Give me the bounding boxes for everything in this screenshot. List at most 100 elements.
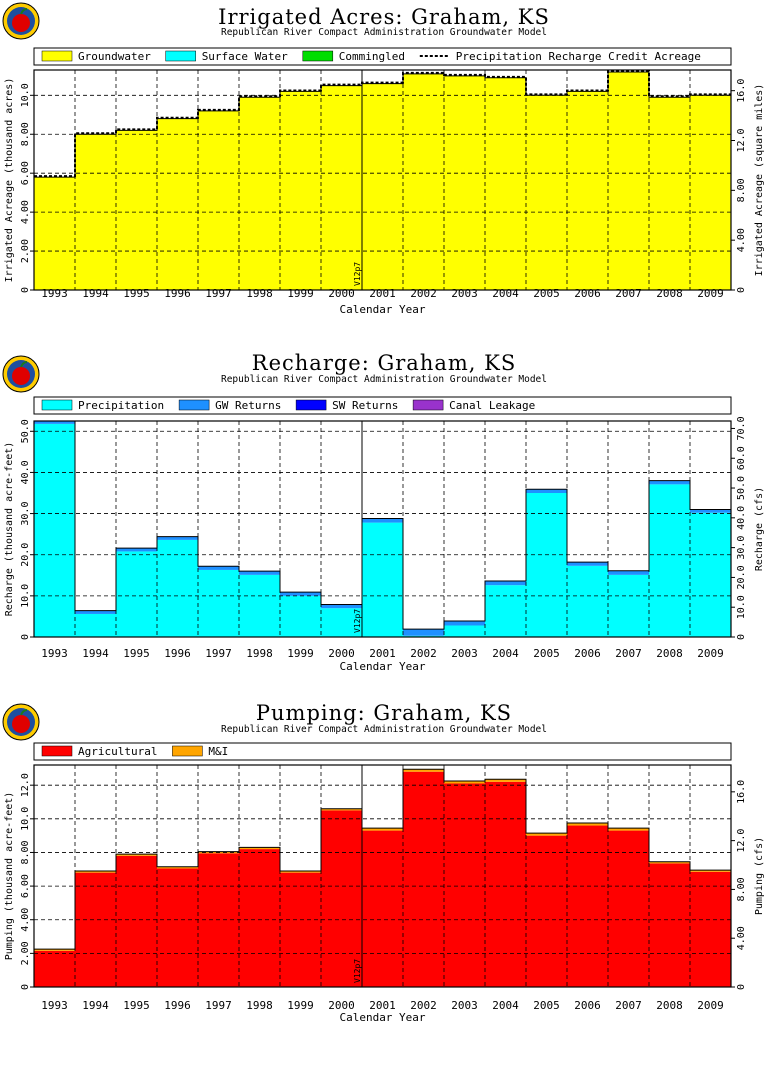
- x-tick-label: 1996: [164, 287, 191, 300]
- y-tick-label: 4.00: [20, 908, 31, 932]
- x-tick-label: 2002: [410, 647, 437, 660]
- bar-agricultural: [116, 855, 157, 987]
- x-tick-label: 1993: [41, 999, 68, 1012]
- y-axis-title: Recharge (thousand acre-feet): [4, 442, 15, 617]
- y2-tick-label: 40.0: [736, 506, 747, 530]
- bar-precipitation: [690, 512, 731, 637]
- plot-frame: [33, 764, 732, 988]
- plot-frame: [33, 69, 732, 291]
- x-tick-label: 2000: [328, 999, 355, 1012]
- x-tick-label: 2009: [697, 287, 724, 300]
- x-tick-label: 2004: [492, 999, 519, 1012]
- x-tick-label: 2007: [615, 287, 642, 300]
- y-tick-label: 0: [20, 287, 31, 293]
- bar-gw-returns: [403, 629, 444, 636]
- bar-agricultural: [34, 950, 75, 987]
- chart-subtitle: Republican River Compact Administration …: [220, 724, 547, 735]
- bar-groundwater: [75, 134, 116, 290]
- x-tick-label: 2005: [533, 287, 560, 300]
- x-tick-label: 1993: [41, 287, 68, 300]
- bar-precipitation: [239, 574, 280, 637]
- bar-agricultural: [75, 872, 116, 987]
- x-tick-label: 2001: [369, 647, 396, 660]
- x-tick-label: 1994: [82, 999, 109, 1012]
- y-tick-label: 40.0: [20, 460, 31, 484]
- bar-groundwater: [567, 91, 608, 290]
- bar-agricultural: [239, 849, 280, 987]
- y-tick-label: 12.0: [20, 773, 31, 797]
- bar-groundwater: [157, 118, 198, 290]
- y2-tick-label: 4.00: [736, 926, 747, 950]
- bar-gw-returns: [362, 518, 403, 523]
- y-axis-title: Pumping (thousand acre-feet): [4, 792, 15, 961]
- model-version-label: V12p7: [353, 609, 362, 633]
- x-tick-label: 1993: [41, 647, 68, 660]
- bar-groundwater: [526, 95, 567, 290]
- bar-outline: [33, 768, 732, 987]
- bar-m-i: [34, 949, 75, 951]
- y2-tick-label: 60.0: [736, 446, 747, 470]
- y-tick-label: 10.0: [20, 807, 31, 831]
- pumping-chart: Agricultural M&I V12p7 0 2.00 4.00 6.00 8.00 10.…: [4, 742, 765, 1024]
- x-tick-label: 2004: [492, 647, 519, 660]
- pumping-panel: Pumping: Graham, KS Republican River Com…: [0, 695, 768, 1024]
- bar-gw-returns: [444, 620, 485, 626]
- x-tick-label: 1995: [123, 647, 150, 660]
- x-tick-label: 1995: [123, 287, 150, 300]
- bar-gw-returns: [75, 610, 116, 614]
- x-tick-label: 2009: [697, 647, 724, 660]
- bar-groundwater: [321, 85, 362, 290]
- bar-gw-returns: [485, 581, 526, 586]
- chart-title: Recharge: Graham, KS: [251, 351, 517, 375]
- x-tick-label: 1997: [205, 999, 232, 1012]
- bar-agricultural: [157, 868, 198, 987]
- x-tick-label: 2008: [656, 287, 683, 300]
- x-tick-label: 2000: [328, 287, 355, 300]
- recharge-chart: Precipitation GW Returns SW Returns Canal L…: [4, 396, 765, 673]
- y2-tick-label: 12.0: [736, 829, 747, 853]
- bar-m-i: [157, 866, 198, 869]
- y2-axis-title: Pumping (cfs): [754, 837, 765, 915]
- x-tick-label: 1999: [287, 647, 314, 660]
- legend-swatch: [412, 399, 444, 411]
- y-tick-label: 4.00: [20, 200, 31, 224]
- bar-m-i: [444, 780, 485, 784]
- bar-groundwater: [690, 95, 731, 290]
- bar-precipitation: [444, 625, 485, 637]
- bar-groundwater: [649, 97, 690, 290]
- legend-swatch: [178, 399, 210, 411]
- bar-precipitation: [116, 551, 157, 637]
- bar-precipitation: [608, 574, 649, 637]
- legend-label: SW Returns: [332, 399, 398, 412]
- legend-swatch: [41, 399, 73, 411]
- bar-agricultural: [362, 830, 403, 987]
- legend-swatch: [41, 50, 73, 62]
- bar-m-i: [567, 823, 608, 826]
- bar-m-i: [75, 870, 116, 873]
- x-tick-label: 2004: [492, 287, 519, 300]
- bar-gw-returns: [116, 548, 157, 552]
- y-tick-label: 2.00: [20, 239, 31, 263]
- y2-tick-label: 10.0: [736, 595, 747, 619]
- bar-m-i: [690, 870, 731, 872]
- recharge-panel: Recharge: Graham, KS Republican River Co…: [0, 345, 768, 685]
- x-axis-title: Calendar Year: [339, 1011, 425, 1024]
- chart-title: Pumping: Graham, KS: [255, 701, 513, 725]
- x-tick-label: 2006: [574, 999, 601, 1012]
- x-axis-title: Calendar Year: [339, 660, 425, 673]
- y2-tick-label: 70.0: [736, 416, 747, 440]
- bar-agricultural: [444, 783, 485, 987]
- y-tick-label: 10.0: [20, 584, 31, 608]
- bar-agricultural: [690, 871, 731, 987]
- x-tick-label: 2007: [615, 999, 642, 1012]
- bar-agricultural: [567, 825, 608, 987]
- legend-box: [33, 47, 732, 66]
- legend-label: Precipitation: [78, 399, 164, 412]
- bar-precipitation: [567, 565, 608, 637]
- y2-tick-label: 8.00: [736, 178, 747, 202]
- y2-tick-label: 16.0: [736, 79, 747, 103]
- legend-label: GW Returns: [215, 399, 281, 412]
- bar-m-i: [485, 779, 526, 782]
- legend-swatch: [41, 745, 73, 757]
- bar-groundwater: [485, 77, 526, 290]
